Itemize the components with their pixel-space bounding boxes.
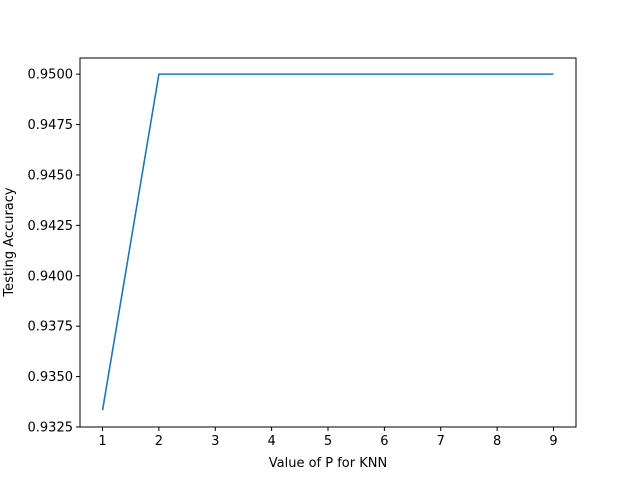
x-tick-label: 7 [437, 434, 445, 449]
x-tick-label: 6 [380, 434, 388, 449]
y-tick-label: 0.9350 [28, 370, 74, 385]
x-axis-ticks: 1 2 3 4 5 6 7 8 9 [98, 427, 558, 449]
plot-frame [79, 57, 577, 428]
y-tick-label: 0.9450 [28, 168, 74, 183]
x-axis-label: Value of P for KNN [269, 456, 387, 471]
y-tick-label: 0.9400 [28, 269, 74, 284]
x-tick-label: 1 [98, 434, 106, 449]
y-axis-ticks: 0.9325 0.9350 0.9375 0.9400 0.9425 0.9450 0.94… [28, 68, 80, 436]
y-tick-label: 0.9425 [28, 219, 74, 234]
x-tick-label: 4 [267, 434, 275, 449]
y-tick-label: 0.9375 [28, 320, 74, 335]
x-tick-label: 5 [324, 434, 332, 449]
x-tick-label: 3 [211, 434, 219, 449]
x-tick-label: 2 [155, 434, 163, 449]
series-layer [101, 73, 554, 411]
x-tick-label: 8 [493, 434, 501, 449]
plot-background [80, 58, 576, 427]
y-axis-label: Testing Accuracy [2, 187, 17, 297]
x-tick-label: 9 [549, 434, 557, 449]
y-tick-label: 0.9325 [28, 421, 74, 436]
y-tick-label: 0.9475 [28, 118, 74, 133]
y-tick-label: 0.9500 [28, 68, 74, 83]
